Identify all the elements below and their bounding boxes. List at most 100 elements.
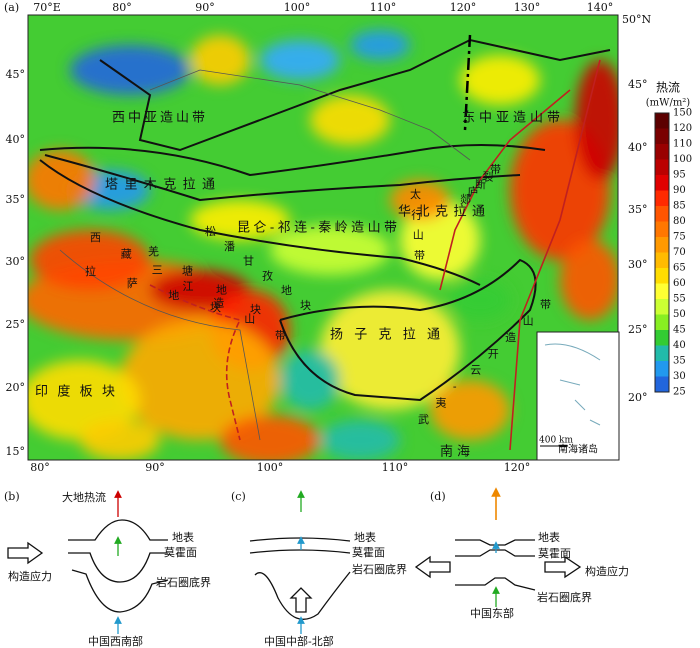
map-frame (27, 14, 619, 461)
faults (149, 59, 601, 451)
lat-label: 30° (628, 258, 648, 271)
legend-frame (654, 112, 670, 393)
lat-label: 30° (6, 255, 26, 268)
legend-swatch (655, 330, 669, 346)
lat-label: 25° (6, 318, 26, 331)
lat-label: 35° (628, 203, 648, 216)
lon-label: 80° (112, 1, 132, 14)
heat-blob (320, 420, 400, 460)
legend-tick: 95 (673, 170, 686, 181)
inset-title: 南海诸岛 (558, 443, 598, 456)
legend-swatch (655, 221, 669, 237)
lat-label: 45° (6, 68, 26, 81)
legend-swatch (655, 159, 669, 175)
legend-title: 热流 (656, 81, 680, 95)
heat-blob (575, 60, 618, 180)
borders (59, 34, 472, 441)
block-boundaries (39, 38, 611, 402)
lithosphere-label: 岩石圈底界 (156, 575, 211, 589)
legend-tick: 50 (673, 309, 686, 320)
heat-blob (260, 40, 340, 80)
legend-tick: 45 (673, 325, 686, 336)
panel-c: (c) 地表 莫霍面 岩石圈底界 中国中部-北部 (231, 490, 451, 648)
lon-label: 110° (370, 1, 397, 14)
legend-swatch (655, 283, 669, 299)
legend-swatch (655, 299, 669, 315)
legend-swatch (655, 175, 669, 191)
map (28, 15, 618, 460)
legend-tick: 25 (673, 387, 686, 398)
heat-blob (30, 230, 150, 290)
legend-tick: 90 (673, 185, 686, 196)
legend-swatch (655, 113, 669, 129)
lat-label: 45° (628, 78, 648, 91)
heat-blob (560, 240, 618, 320)
heat-blob (190, 35, 250, 85)
legend-unit: (mW/m²) (646, 98, 691, 109)
legend-tick: 60 (673, 278, 686, 289)
lon-label: 90° (195, 1, 215, 14)
legend-tick: 120 (673, 123, 692, 134)
heat-blob (310, 95, 390, 145)
heat-blob (430, 380, 510, 440)
legend-swatch (655, 190, 669, 206)
panel-label: (a) (4, 1, 19, 14)
heat-blob (120, 320, 280, 440)
region-label: 中国东部 (470, 606, 514, 620)
lat-label: 40° (6, 133, 26, 146)
heat-blob (28, 360, 140, 440)
surface-label: 地表 (538, 530, 560, 544)
legend-tick: 80 (673, 216, 686, 227)
legend-swatch (655, 314, 669, 330)
region-label: 华北克拉通 (398, 205, 485, 220)
lat-label: 25° (628, 323, 648, 336)
surface-label: 地表 (172, 530, 194, 544)
legend-swatch (655, 345, 669, 361)
heat-flow-label: 大地热流 (62, 490, 106, 504)
heat-blob (280, 350, 340, 410)
lon-label: 130° (514, 1, 541, 14)
legend-tick: 70 (673, 247, 686, 258)
legend-tick: 30 (673, 371, 686, 382)
heat-blob (320, 290, 460, 410)
panel-label: (d) (430, 490, 446, 503)
lat-label: 20° (6, 381, 26, 394)
lon-label: 80° (30, 461, 50, 474)
legend-swatch (655, 252, 669, 268)
moho-label: 莫霍面 (352, 546, 385, 559)
lon-label: 70°E (33, 1, 61, 14)
panel-b: (b) 大地热流 地表 莫霍面 构造应力 岩石圈底界 中国西南部 (4, 490, 211, 648)
legend-tick: 110 (673, 139, 692, 150)
region-label: 中国西南部 (88, 634, 143, 648)
lat-label: 35° (6, 193, 26, 206)
lon-label: 120° (450, 1, 477, 14)
lat-label: 20° (628, 391, 648, 404)
lon-label: 90° (145, 461, 165, 474)
lithosphere-label: 岩石圈底界 (537, 590, 592, 604)
legend-swatch (655, 128, 669, 144)
panel-label: (c) (231, 490, 246, 503)
legend-tick: 40 (673, 340, 686, 351)
lat-label: 15° (6, 445, 26, 458)
inset-scale: 400 km (539, 436, 573, 446)
heat-blob (80, 420, 160, 460)
lat-label: 50°N (622, 13, 651, 26)
legend: 150 120 110 100 95 90 85 80 75 70 65 60 55 50 45 40 35 30… (654, 108, 692, 398)
lon-label: 110° (382, 461, 409, 474)
heat-blob (350, 30, 410, 60)
stress-label: 构造应力 (8, 569, 52, 583)
heat-blob (220, 415, 320, 460)
legend-tick: 100 (673, 154, 692, 165)
legend-tick: 55 (673, 294, 686, 305)
legend-swatch (655, 268, 669, 284)
legend-tick: 75 (673, 232, 686, 243)
legend-swatch (655, 361, 669, 377)
legend-swatch (655, 376, 669, 392)
legend-tick: 65 (673, 263, 686, 274)
legend-swatch (655, 237, 669, 253)
region-label: 扬子克拉通 (330, 328, 440, 343)
lon-label: 100° (284, 1, 311, 14)
heat-blob (460, 55, 540, 105)
lithosphere-label: 岩石圈底界 (352, 562, 407, 576)
